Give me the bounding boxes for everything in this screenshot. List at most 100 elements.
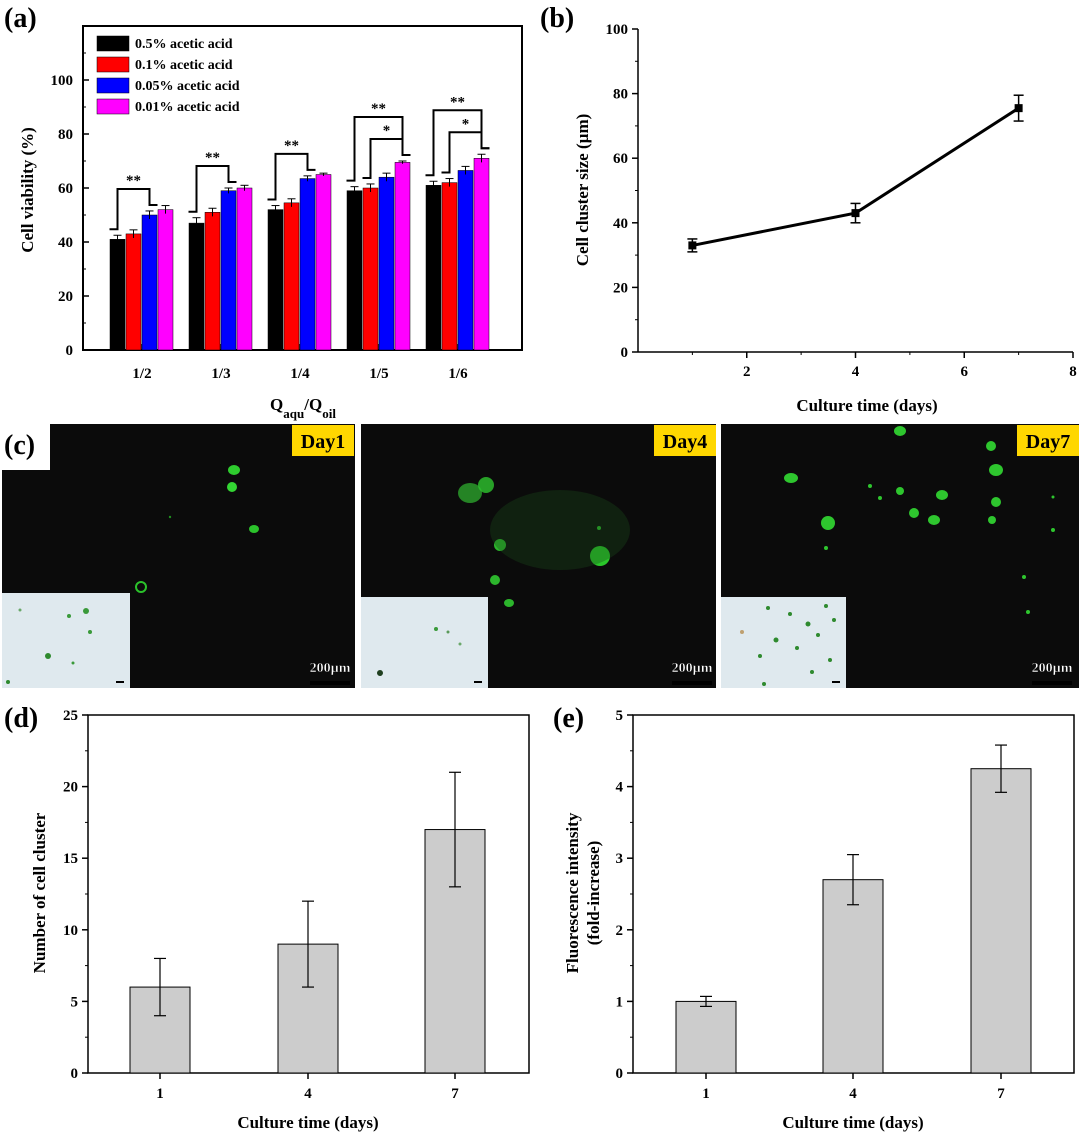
micrograph-day7-cells bbox=[784, 426, 1055, 614]
micrograph-day7: Day7 200µm bbox=[721, 424, 1079, 688]
panel-a-x-tick-label: 1/6 bbox=[448, 366, 468, 382]
panel-a-significance-marker: * bbox=[462, 116, 470, 132]
panel-e-bar bbox=[675, 1000, 737, 1074]
panel-a-y-tick-label: 60 bbox=[58, 181, 73, 197]
panel-a-x-tick-label: 1/5 bbox=[369, 366, 388, 382]
panel-e-plot: 0 1 2 3 4 5 1 4 7 bbox=[616, 708, 1075, 1102]
panel-a-significance-bracket bbox=[346, 116, 411, 182]
panel-e-y-tick-label: 2 bbox=[616, 923, 624, 939]
panel-d-bar-chart: (d) 0 5 10 15 20 25 1 4 7 Number of cell cluster… bbox=[4, 703, 530, 1132]
panel-b-line-chart: (b) 0 20 40 60 80 100 2 4 6 8 Cell cluster size (… bbox=[540, 3, 1077, 415]
panel-e-letter: (e) bbox=[553, 703, 584, 734]
panel-a-significance-marker: ** bbox=[284, 138, 299, 154]
panel-e-bar bbox=[970, 768, 1032, 1074]
panel-a-y-axis-label: Cell viability (%) bbox=[18, 127, 37, 253]
panel-a-x-tick-label: 1/4 bbox=[290, 366, 310, 382]
micrograph-day1-inset-scale-bar bbox=[116, 681, 124, 683]
panel-a-bar bbox=[188, 222, 205, 351]
panel-e-y-axis-label-line1: Fluorescence intensity bbox=[563, 812, 582, 973]
panel-d-y-tick-label: 10 bbox=[63, 923, 78, 939]
panel-b-series-line bbox=[692, 106, 1020, 247]
panel-a-y-tick-label: 40 bbox=[58, 235, 73, 251]
panel-a-bar bbox=[157, 209, 174, 351]
panel-e-y-tick-label: 4 bbox=[616, 780, 624, 796]
panel-a-x-tick-label: 1/2 bbox=[132, 366, 151, 382]
panel-b-plot: 0 20 40 60 80 100 2 4 6 8 bbox=[606, 22, 1077, 380]
panel-a-bar bbox=[457, 170, 474, 351]
panel-a-y-tick-label: 100 bbox=[51, 73, 74, 89]
panel-a-bar bbox=[283, 202, 300, 351]
panel-a-bar bbox=[378, 176, 395, 351]
panel-a-legend-swatch bbox=[96, 56, 130, 73]
panel-a-bar bbox=[236, 187, 253, 351]
panel-b-x-tick-label: 8 bbox=[1069, 364, 1077, 380]
panel-e-bar-chart: (e) 0 1 2 3 4 5 1 4 7 Fluorescence intensity (fo… bbox=[553, 703, 1075, 1132]
panel-b-x-tick-label: 6 bbox=[961, 364, 969, 380]
panel-b-x-axis-label: Culture time (days) bbox=[796, 396, 937, 415]
micrograph-day4-scale-label: 200µm bbox=[672, 661, 713, 676]
micrograph-day7-day-label: Day7 bbox=[1026, 431, 1070, 453]
panel-d-x-tick-label: 4 bbox=[304, 1086, 312, 1102]
panel-a-legend-swatch bbox=[96, 98, 130, 115]
panel-a-bar bbox=[125, 233, 142, 351]
panel-b-y-tick-label: 60 bbox=[613, 151, 628, 167]
panel-c-microscopy-images: (c) Day1 200µ bbox=[2, 424, 1079, 688]
panel-a-significance-marker: ** bbox=[205, 150, 220, 166]
micrograph-day1-cells bbox=[135, 465, 259, 593]
micrograph-day1-scale-bar bbox=[310, 681, 350, 685]
panel-a-bar bbox=[299, 178, 316, 351]
panel-b-data-point bbox=[851, 209, 860, 218]
panel-e-y-tick-label: 1 bbox=[616, 994, 624, 1010]
panel-d-y-tick-label: 15 bbox=[63, 851, 78, 867]
panel-a-bar bbox=[109, 239, 126, 351]
panel-a-bar-chart: (a) 0204060801001/2**1/3**1/4**1/5***1/6… bbox=[4, 3, 523, 421]
panel-b-data-point bbox=[1014, 104, 1023, 113]
panel-c-letter: (c) bbox=[4, 430, 35, 461]
micrograph-day4-cells bbox=[458, 477, 630, 607]
panel-a-letter: (a) bbox=[4, 3, 37, 34]
micrograph-day7-day-badge bbox=[1017, 425, 1079, 456]
panel-a-legend-swatch bbox=[96, 77, 130, 94]
micrograph-day4: Day4 200µm bbox=[361, 424, 716, 688]
micrograph-day1: Day1 200µm bbox=[2, 424, 355, 688]
micrograph-day4-inset-cells bbox=[377, 627, 462, 676]
panel-b-y-tick-label: 100 bbox=[606, 22, 629, 38]
panel-b-x-tick-label: 4 bbox=[852, 364, 860, 380]
panel-a-bar bbox=[441, 182, 458, 351]
micrograph-day1-scale-label: 200µm bbox=[310, 661, 351, 676]
panel-e-x-tick-label: 7 bbox=[997, 1086, 1005, 1102]
panel-b-y-tick-label: 80 bbox=[613, 87, 628, 103]
micrograph-day1-inset-cells bbox=[6, 608, 92, 684]
panel-a-legend-label: 0.1% acetic acid bbox=[135, 58, 233, 73]
panel-d-y-tick-label: 20 bbox=[63, 780, 78, 796]
micrograph-day4-scale-bar bbox=[672, 681, 712, 685]
panel-e-y-axis-label-line2: (fold-increase) bbox=[584, 841, 603, 946]
panel-a-bar bbox=[346, 190, 363, 351]
panel-a-plot: 0204060801001/2**1/3**1/4**1/5***1/6***0… bbox=[51, 25, 523, 382]
panel-d-x-axis-label: Culture time (days) bbox=[237, 1113, 378, 1132]
panel-d-plot: 0 5 10 15 20 25 1 4 7 bbox=[63, 708, 530, 1102]
panel-b-y-tick-label: 0 bbox=[621, 345, 629, 361]
panel-a-legend-label: 0.01% acetic acid bbox=[135, 100, 240, 115]
panel-b-y-axis-label: Cell cluster size (µm) bbox=[573, 114, 592, 267]
panel-a-legend-label: 0.5% acetic acid bbox=[135, 37, 233, 52]
panel-a-x-axis-label: Qaqu/Qoil bbox=[270, 395, 336, 421]
panel-a-bar bbox=[315, 174, 332, 351]
panel-a-legend-swatch bbox=[96, 35, 130, 52]
panel-d-letter: (d) bbox=[4, 703, 38, 734]
panel-b-letter: (b) bbox=[540, 3, 574, 34]
panel-a-significance-bracket bbox=[188, 165, 237, 213]
panel-a-bar bbox=[141, 214, 158, 351]
panel-e-x-axis-label: Culture time (days) bbox=[782, 1113, 923, 1132]
panel-e-bar bbox=[822, 879, 884, 1074]
micrograph-day4-day-label: Day4 bbox=[663, 431, 707, 453]
panel-a-bar bbox=[220, 190, 237, 351]
panel-d-y-tick-label: 5 bbox=[71, 994, 79, 1010]
panel-a-significance-bracket bbox=[425, 109, 490, 177]
panel-b-y-tick-label: 40 bbox=[613, 216, 628, 232]
micrograph-day7-inset bbox=[721, 597, 846, 688]
panel-d-y-tick-label: 0 bbox=[71, 1066, 79, 1082]
micrograph-day7-inset-cells bbox=[740, 604, 836, 686]
micrograph-day4-inset-scale-bar bbox=[474, 681, 482, 683]
